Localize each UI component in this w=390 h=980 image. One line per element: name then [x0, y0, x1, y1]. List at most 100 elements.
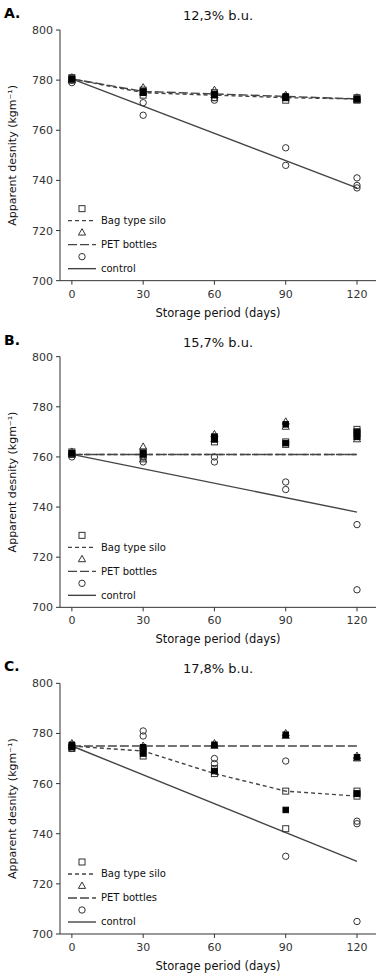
plot-area — [68, 728, 360, 925]
x-tick-label: 90 — [279, 614, 293, 627]
data-point — [283, 486, 289, 492]
panel: B.15,7% b.u.7007207407607808000306090120… — [4, 332, 376, 647]
legend-line — [68, 571, 96, 572]
mean-point — [212, 434, 218, 440]
x-tick-label: 120 — [346, 941, 367, 954]
mean-point — [69, 450, 75, 456]
y-tick — [56, 180, 60, 181]
mean-point — [69, 450, 75, 456]
y-tick-label: 720 — [32, 551, 53, 564]
y-tick — [56, 557, 60, 558]
mean-point — [212, 742, 218, 748]
legend-line — [68, 244, 96, 245]
data-point — [211, 742, 218, 748]
mean-point — [140, 450, 146, 456]
x-tick — [143, 281, 144, 285]
legend-symbol — [79, 859, 85, 865]
legend-line — [68, 873, 96, 874]
legend: Bag type siloPET bottlescontrol — [68, 859, 166, 928]
legend-line — [68, 595, 96, 596]
y-tick — [56, 507, 60, 508]
y-tick — [56, 607, 60, 608]
panel-label: B. — [4, 332, 20, 348]
legend: Bag type siloPET bottlescontrol — [68, 532, 166, 601]
y-tick-label: 720 — [32, 878, 53, 891]
legend-label: Bag type silo — [101, 215, 166, 226]
legend-symbol — [78, 882, 85, 888]
x-tick — [356, 934, 357, 938]
y-tick — [56, 456, 60, 457]
x-tick-label: 0 — [68, 288, 75, 301]
legend-label: Bag type silo — [101, 542, 166, 553]
fit-line — [72, 79, 357, 188]
x-tick — [214, 281, 215, 285]
legend-symbol — [79, 907, 85, 913]
y-tick-label: 700 — [32, 601, 53, 614]
panel: C.17,8% b.u.7007207407607808000306090120… — [4, 658, 376, 973]
x-tick-label: 90 — [279, 288, 293, 301]
y-tick — [56, 406, 60, 407]
x-tick-label: 60 — [207, 941, 221, 954]
legend-line — [68, 921, 96, 922]
y-tick-label: 720 — [32, 225, 53, 238]
mean-point — [212, 91, 218, 97]
data-point — [354, 918, 360, 924]
legend-label: control — [101, 263, 136, 274]
data-point — [69, 77, 75, 83]
y-tick — [56, 833, 60, 834]
legend-label: PET bottles — [101, 566, 157, 577]
x-tick-label: 0 — [68, 614, 75, 627]
data-point — [140, 459, 146, 465]
y-tick-label: 780 — [32, 401, 53, 414]
panel-label: A. — [4, 5, 20, 21]
x-tick — [71, 607, 72, 611]
legend-symbol — [78, 229, 85, 235]
x-tick-label: 120 — [346, 614, 367, 627]
data-point — [140, 112, 146, 118]
data-point — [353, 433, 360, 439]
mean-point — [140, 751, 146, 757]
y-axis — [60, 357, 61, 608]
data-point — [353, 96, 360, 102]
y-tick — [56, 934, 60, 935]
mean-point — [354, 791, 360, 797]
legend-symbol — [78, 555, 85, 561]
y-tick-label: 800 — [32, 24, 53, 37]
legend-line — [68, 268, 96, 269]
y-tick — [56, 356, 60, 357]
legend-label: Bag type silo — [101, 869, 166, 880]
data-point — [140, 745, 147, 751]
data-point — [282, 732, 289, 738]
y-tick — [56, 230, 60, 231]
plot-area — [68, 74, 360, 191]
data-point — [283, 788, 289, 794]
y-tick — [56, 280, 60, 281]
x-tick — [356, 607, 357, 611]
mean-point — [283, 732, 289, 738]
data-point — [283, 145, 289, 151]
y-tick-label: 700 — [32, 275, 53, 288]
y-tick — [56, 80, 60, 81]
y-tick — [56, 783, 60, 784]
y-tick-label: 800 — [32, 351, 53, 364]
figure: A.12,3% b.u.7007207407607808000306090120… — [0, 0, 390, 980]
mean-point — [140, 89, 146, 95]
data-point — [353, 755, 360, 761]
x-tick — [214, 934, 215, 938]
y-axis — [60, 30, 61, 281]
mean-point — [212, 768, 218, 774]
mean-point — [283, 422, 289, 428]
x-tick — [143, 607, 144, 611]
title: 17,8% b.u. — [183, 661, 253, 676]
x-axis — [60, 607, 376, 608]
legend-line — [68, 897, 96, 898]
data-point — [282, 94, 289, 100]
mean-point — [354, 755, 360, 761]
x-axis-label: Storage period (days) — [155, 632, 280, 646]
fit-line — [72, 454, 357, 512]
panel: A.12,3% b.u.7007207407607808000306090120… — [4, 5, 376, 320]
x-tick — [285, 934, 286, 938]
fit-line — [72, 746, 357, 796]
legend-line — [68, 220, 96, 221]
y-tick — [56, 883, 60, 884]
